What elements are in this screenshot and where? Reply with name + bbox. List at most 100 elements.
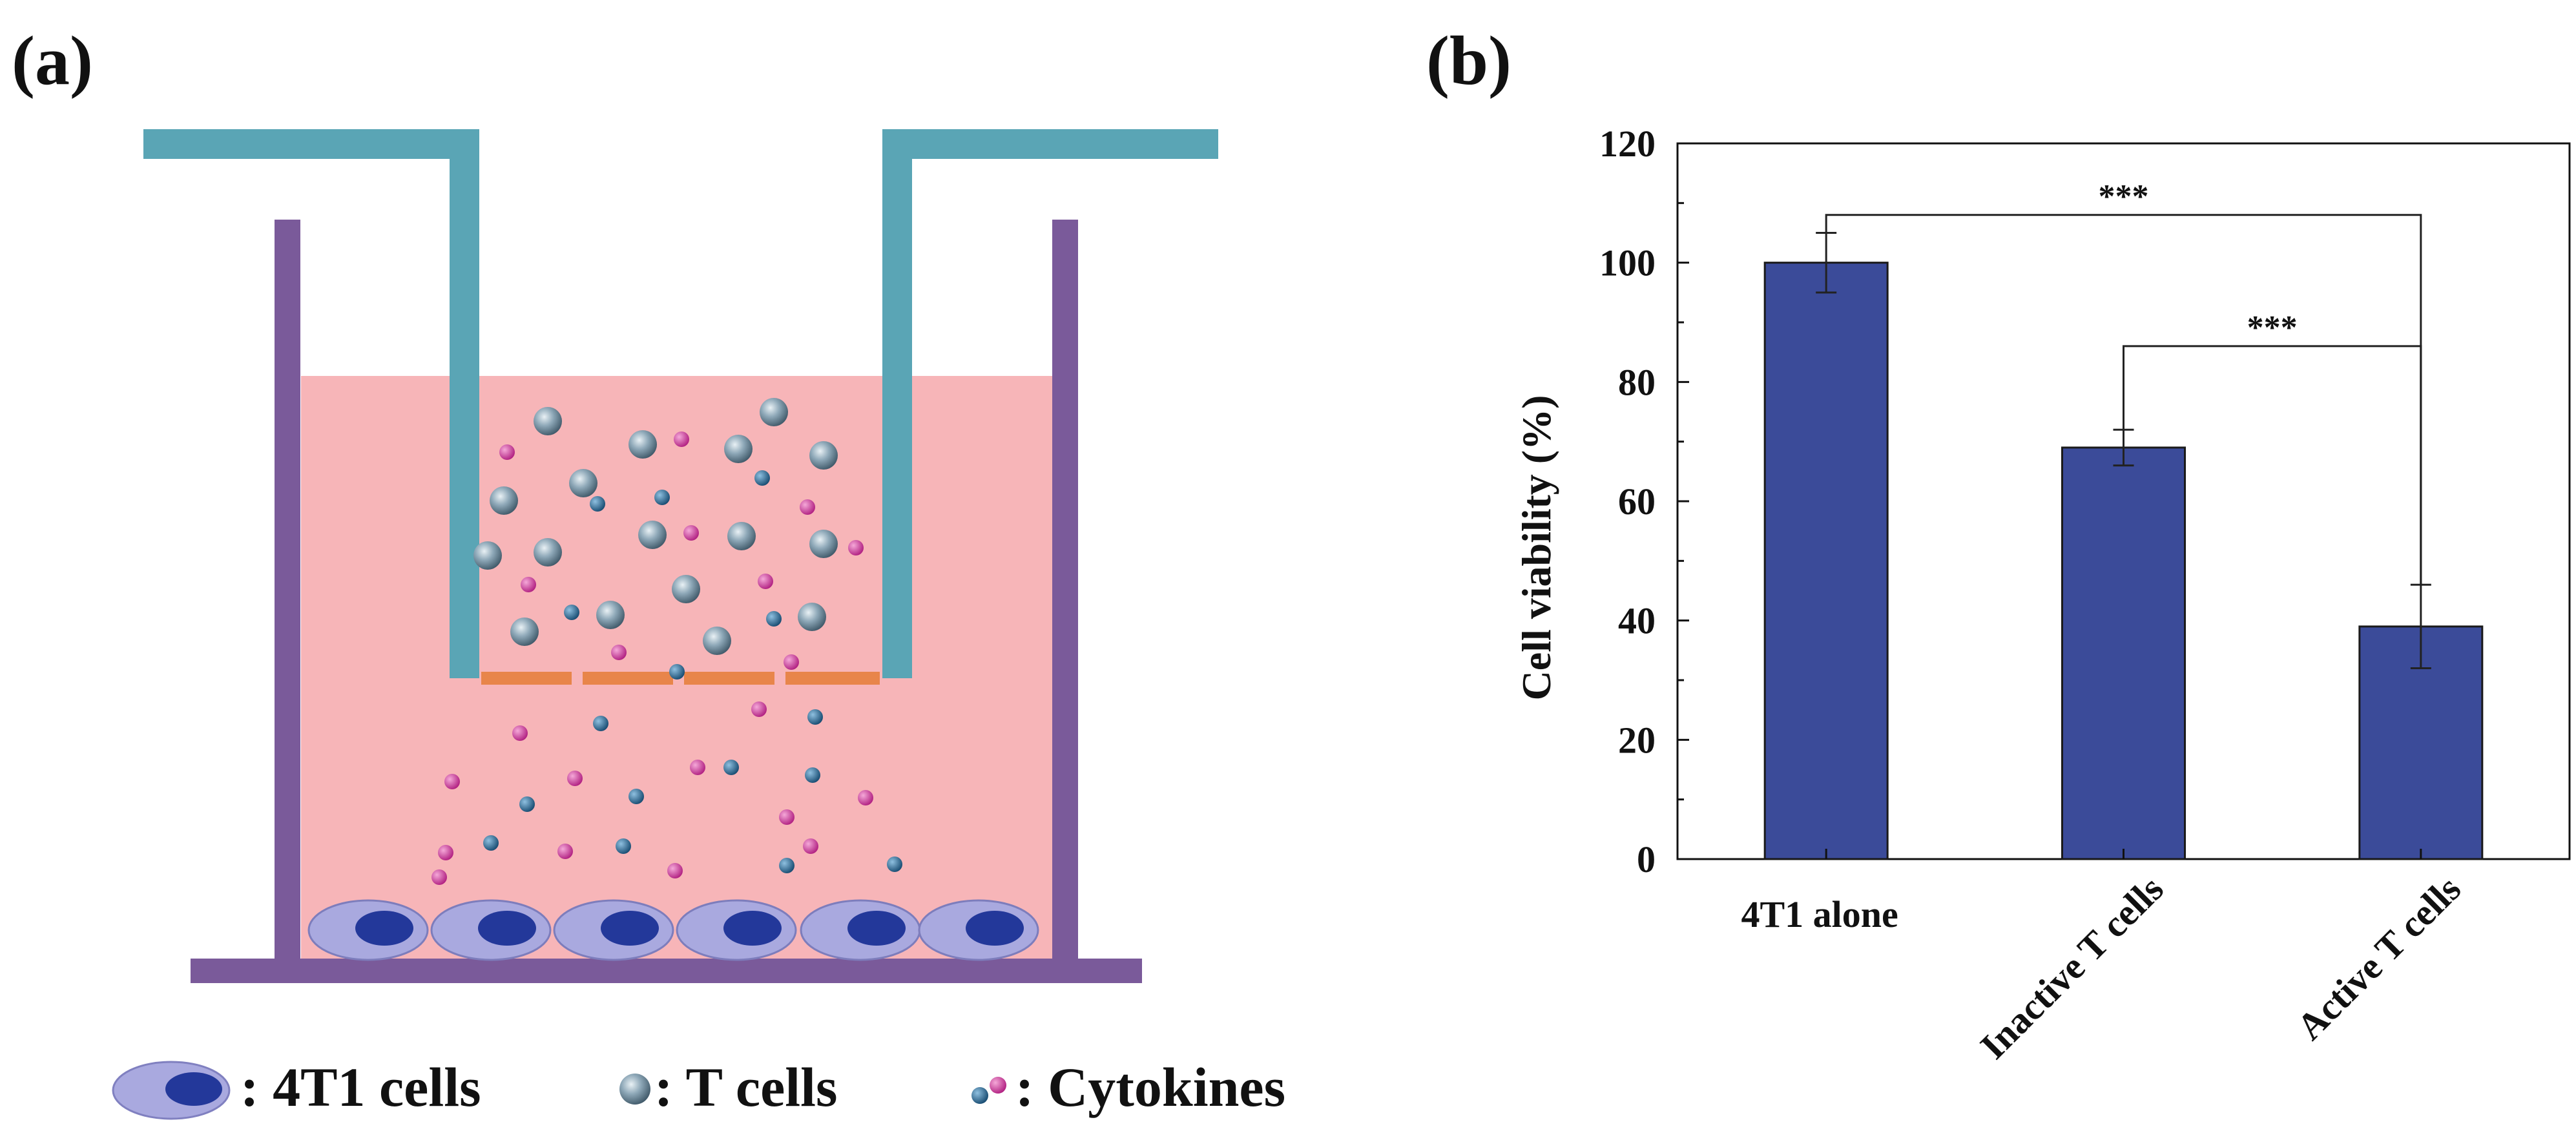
x-tick-label: Inactive T cells — [1972, 867, 2172, 1067]
t-cell — [473, 541, 502, 570]
insert-left-wall — [450, 129, 479, 678]
t-cell — [703, 627, 731, 655]
t-cell — [809, 530, 838, 558]
cytokine — [683, 525, 699, 541]
y-axis-title: Cell viability (%) — [1513, 395, 1559, 701]
cytokine — [567, 771, 583, 786]
porous-membrane — [481, 672, 880, 685]
cytokine — [431, 869, 447, 885]
cytokine — [751, 701, 767, 717]
legend-cytokines-label: : Cytokines — [1015, 1056, 1285, 1118]
t-cells-group — [473, 398, 838, 655]
cytokine — [758, 574, 773, 589]
cytokine — [779, 809, 795, 825]
4t1-cell — [918, 899, 1039, 961]
cytokine — [667, 863, 683, 878]
y-tick-label: 40 — [1618, 600, 1656, 642]
t-cell — [510, 618, 539, 646]
cytokines-group — [431, 431, 902, 885]
cytokine — [593, 716, 608, 731]
cytokine — [723, 760, 739, 775]
cytokine — [483, 835, 499, 851]
cytokine — [519, 796, 535, 812]
t-cell — [638, 521, 667, 549]
cytokine — [779, 858, 795, 873]
well-right-wall — [1052, 220, 1078, 962]
insert-right-wall — [882, 129, 912, 678]
y-tick-label: 20 — [1618, 719, 1656, 761]
t-cell — [569, 469, 597, 497]
cytokine-icon — [971, 1077, 1006, 1104]
t-cell — [534, 407, 562, 435]
t-cell — [534, 538, 562, 566]
well-left-wall — [275, 220, 300, 962]
y-tick-label: 0 — [1637, 838, 1656, 880]
cytokine — [669, 664, 685, 680]
cytokine — [564, 605, 579, 620]
cytokine — [807, 709, 823, 725]
y-tick-label: 60 — [1618, 481, 1656, 523]
x-tick-label: 4T1 alone — [1741, 893, 1898, 935]
significance-label: *** — [2247, 309, 2298, 346]
y-tick-label: 80 — [1618, 361, 1656, 403]
cytokine — [805, 767, 820, 783]
4t1-cell — [307, 899, 429, 961]
significance-label: *** — [2099, 178, 2149, 215]
t-cell — [727, 522, 756, 550]
panel-a: (a) : 4T1 cells — [12, 23, 1285, 1120]
4t1-cell — [553, 899, 674, 961]
4t1-cells-group — [307, 899, 1039, 961]
t-cell — [724, 435, 753, 463]
t-cell-icon — [619, 1074, 650, 1105]
panel-a-label: (a) — [12, 23, 93, 99]
cytokine — [858, 790, 873, 805]
x-tick-label: Active T cells — [2289, 867, 2469, 1048]
4t1-cell — [676, 899, 797, 961]
4t1-cell — [800, 899, 921, 961]
cytokine — [654, 490, 670, 505]
significance-bracket — [2123, 345, 2422, 585]
cytokine — [754, 470, 770, 486]
cytokine — [628, 789, 644, 804]
cytokine — [512, 725, 528, 741]
t-cell — [596, 601, 625, 629]
y-tick-label: 100 — [1599, 242, 1656, 284]
bar — [2061, 446, 2186, 860]
t-cell — [760, 398, 788, 426]
t-cell — [672, 575, 700, 603]
cytokine — [590, 496, 605, 512]
y-tick-label: 120 — [1599, 123, 1656, 165]
cytokine — [521, 577, 536, 592]
legend-4t1-label: : 4T1 cells — [240, 1056, 481, 1118]
cytokine — [690, 760, 705, 775]
t-cell — [809, 441, 838, 470]
membrane-segment — [684, 672, 774, 685]
well-base — [191, 959, 1142, 983]
t-cell — [490, 486, 518, 515]
cytokine — [848, 540, 864, 555]
membrane-segment — [481, 672, 572, 685]
cytokine — [499, 444, 515, 460]
cytokine — [611, 645, 627, 660]
cytokine — [766, 611, 782, 627]
panel-b: (b) Cell viability (%) 0 20 40 60 80 100 120 4T… — [1426, 23, 2571, 1067]
t-cell — [798, 603, 826, 631]
insert-right-rim — [882, 129, 1218, 159]
cytokine — [784, 654, 799, 670]
cytokine — [800, 499, 815, 515]
insert-left-rim — [143, 129, 479, 159]
cytokine — [444, 774, 460, 789]
cytokine — [803, 838, 818, 854]
panel-b-label: (b) — [1426, 23, 1511, 99]
bar-chart: 0 20 40 60 80 100 120 4T1 alone Inactive T cells… — [1599, 123, 2571, 1067]
cytokine — [438, 845, 453, 860]
4t1-cell — [430, 899, 552, 961]
cytokine — [557, 844, 573, 859]
legend: : 4T1 cells : T cells : Cytokines — [112, 1056, 1285, 1120]
legend-t-cells-label: : T cells — [654, 1056, 838, 1118]
membrane-segment — [785, 672, 880, 685]
cytokine — [616, 838, 631, 854]
cytokine — [674, 431, 689, 447]
bar — [1763, 262, 1889, 860]
